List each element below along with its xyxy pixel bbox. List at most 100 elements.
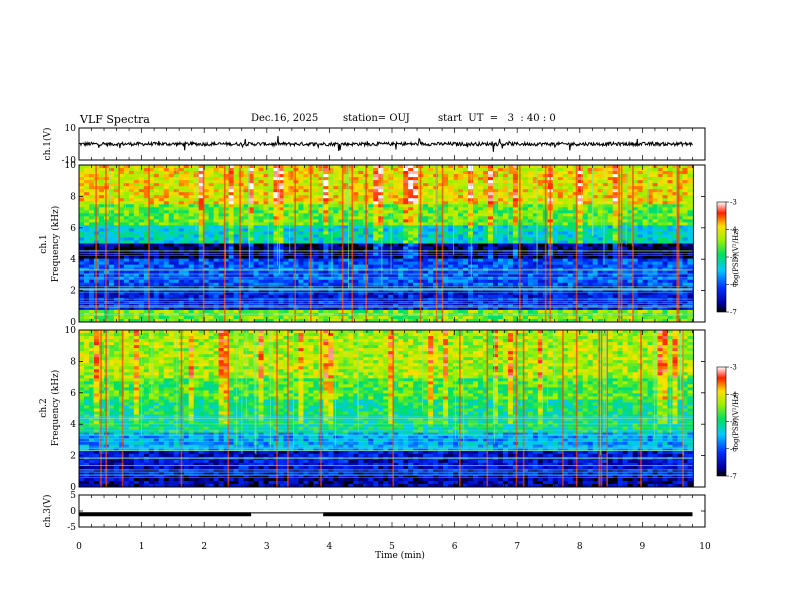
spectrogram-cell xyxy=(463,198,469,202)
spectrogram-cell xyxy=(408,312,414,317)
spectrogram-cell xyxy=(163,261,170,266)
spectrogram-cell xyxy=(133,186,140,190)
spectrogram-cell xyxy=(283,291,289,296)
spectrogram-cell xyxy=(398,291,404,296)
spectrogram-cell xyxy=(203,168,210,172)
spectrogram-cell xyxy=(443,186,449,190)
spectrogram-cell xyxy=(378,195,384,199)
spectrogram-cell xyxy=(358,282,364,287)
spectrogram-cell xyxy=(552,288,559,293)
spectrogram-cell xyxy=(512,240,519,244)
spectrogram-cell xyxy=(487,228,494,232)
spectrogram-cell xyxy=(273,171,279,175)
spectrogram-cell xyxy=(343,201,349,205)
spectrogram-cell xyxy=(98,225,105,229)
spectrogram-cell xyxy=(163,183,170,187)
spectrogram-cell xyxy=(522,291,529,296)
spectrogram-cell xyxy=(468,291,474,296)
spectrogram-cell xyxy=(428,219,434,223)
spectrogram-cell xyxy=(378,225,384,229)
spectrogram-cell xyxy=(507,264,514,269)
spectrogram-cell xyxy=(468,267,474,272)
spectrogram-cell xyxy=(148,192,155,196)
spectrogram-cell xyxy=(138,264,145,269)
spectrogram-cell xyxy=(512,291,519,296)
spectrogram-cell xyxy=(168,288,175,293)
spectrogram-cell xyxy=(163,204,170,208)
spectrogram-cell xyxy=(328,231,334,235)
spectrogram-cell xyxy=(318,300,324,305)
spectrogram-cell xyxy=(79,222,85,226)
spectrogram-cell xyxy=(283,171,289,175)
spectrogram-cell xyxy=(438,201,444,205)
spectrogram-cell xyxy=(522,294,529,299)
spectrogram-cell xyxy=(507,174,514,178)
spectrogram-cell xyxy=(373,204,379,208)
spectrogram-cell xyxy=(303,288,309,293)
spectrogram-cell xyxy=(118,177,125,181)
spectrogram-cell xyxy=(393,291,399,296)
spectrogram-cell xyxy=(448,180,454,184)
spectrogram-cell xyxy=(463,204,469,208)
spectrogram-cell xyxy=(348,183,354,187)
spectrogram-cell xyxy=(178,312,185,317)
spectrogram-cell xyxy=(438,186,444,190)
spectrogram-cell xyxy=(458,300,464,305)
spectrogram-cell xyxy=(492,231,499,235)
spectrogram-cell xyxy=(298,294,304,299)
spectrogram-cell xyxy=(458,177,464,181)
spectrogram-cell xyxy=(483,285,489,290)
spectrogram-cell xyxy=(408,228,414,232)
spectrogram-cell xyxy=(273,297,279,302)
spectrogram-cell xyxy=(492,273,499,278)
spectrogram-cell xyxy=(468,201,474,205)
spectrogram-cell xyxy=(338,315,344,320)
spectrogram-cell xyxy=(133,297,140,302)
spectrogram-cell xyxy=(158,165,165,169)
spectrogram-cell xyxy=(293,204,299,208)
spectrogram-cell xyxy=(527,177,534,181)
spectrogram-cell xyxy=(502,177,509,181)
spectrogram-cell xyxy=(378,267,384,272)
spectrogram-cell xyxy=(208,276,215,281)
spectrogram-cell xyxy=(83,264,90,269)
spectrogram-cell xyxy=(532,276,539,281)
spectrogram-cell xyxy=(413,195,419,199)
spectrogram-cell xyxy=(512,192,519,196)
spectrogram-cell xyxy=(188,252,195,256)
spectrogram-cell xyxy=(108,267,115,272)
spectrogram-cell xyxy=(383,222,389,226)
spectrogram-cell xyxy=(198,312,205,317)
spectrogram-cell xyxy=(178,264,185,269)
spectrogram-cell xyxy=(158,216,165,220)
spectrogram-cell xyxy=(483,231,489,235)
spectrogram-cell xyxy=(283,219,289,223)
spectrogram-cell xyxy=(398,243,404,247)
spectrogram-cell xyxy=(478,213,484,217)
spectrogram-cell xyxy=(393,177,399,181)
spectrogram-cell xyxy=(133,219,140,223)
spectrogram-cell xyxy=(238,255,244,259)
spectrogram-cell xyxy=(483,165,489,169)
spectrogram-cell xyxy=(423,243,429,247)
spectrogram-cell xyxy=(522,186,529,190)
spectrogram-cell xyxy=(163,288,170,293)
spectrogram-cell xyxy=(273,168,279,172)
spectrogram-cell xyxy=(353,276,359,281)
spectrogram-cell xyxy=(193,294,200,299)
spectrogram-cell xyxy=(148,306,155,311)
spectrogram-cell xyxy=(368,306,374,311)
spectrogram-cell xyxy=(243,210,249,214)
spectrogram-cell xyxy=(113,186,120,190)
spectrogram-cell xyxy=(253,264,259,269)
spectrogram-cell xyxy=(183,294,190,299)
spectrogram-cell xyxy=(507,183,514,187)
spectrogram-cell xyxy=(128,213,135,217)
spectrogram-cell xyxy=(258,177,264,181)
spectrogram-cell xyxy=(512,246,519,250)
spectrogram-cell xyxy=(522,282,529,287)
spectrogram-cell xyxy=(358,237,364,241)
spectrogram-cell xyxy=(303,186,309,190)
spectrogram-cell xyxy=(128,165,135,169)
spectrogram-cell xyxy=(468,195,474,199)
